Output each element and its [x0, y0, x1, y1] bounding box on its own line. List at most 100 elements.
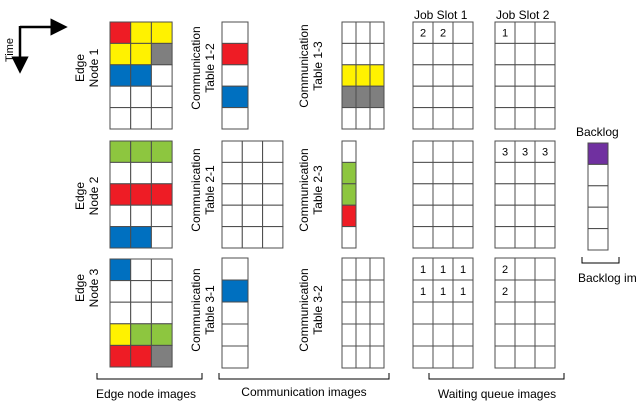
job-slot-1-queue-1-image-cell: [412, 64, 434, 87]
comm-table-3-1-label-line1: Communication: [189, 268, 203, 351]
edge-node-1-image-cell: [150, 42, 173, 66]
comm-table-1-3-image-cell: [355, 64, 371, 87]
job-slot-1-queue-1-image-cell: [412, 85, 434, 109]
comm-table-2-1-image-cell: [241, 183, 264, 206]
job-slot-1-queue-1-image-cell: [432, 85, 454, 109]
backlog-image-cell: [587, 185, 609, 208]
job-slot-2-queue-2-image-cell: [534, 161, 556, 185]
job-slot-1-queue-2-image-cell: [412, 140, 434, 163]
job-slot-1-queue-2-image-cell: [452, 204, 474, 228]
comm-table-3-1-label-line2: Table 3-1: [203, 285, 217, 335]
edge-node-1-image-cell: [130, 42, 152, 66]
edge-node-3-label-line1: Edge: [73, 274, 87, 302]
comm-table-3-2-image-cell: [355, 257, 371, 281]
comm-table-1-3-image-cell: [341, 85, 357, 109]
comm-table-1-3-image-cell: [341, 42, 357, 66]
waiting-queue-images-label: Waiting queue images: [438, 387, 556, 401]
comm-table-3-2-image-cell: [341, 345, 357, 369]
comm-table-2-1-image: [221, 140, 284, 249]
job-slot-1-queue-1-image-cell-value: 2: [440, 28, 446, 40]
edge-node-1-label-line2: Node 1: [87, 48, 101, 87]
comm-table-3-2-image-cell: [355, 323, 371, 347]
edge-node-2-image-cell: [109, 183, 132, 206]
edge-node-1-image-cell: [130, 107, 152, 130]
edge-node-2-image-cell: [109, 140, 132, 163]
comm-table-3-1-image: [221, 257, 249, 369]
job-slot-1-queue-3-image: 1 1 1 1 1 1: [412, 257, 474, 369]
edge-node-3-image: [109, 258, 173, 368]
edge-node-3-image-cell: [109, 280, 132, 303]
job-slot-2-queue-2-image-cell-value: 3: [522, 147, 528, 159]
comm-table-3-2-image-cell: [369, 301, 385, 325]
job-slot-2-queue-2-image-cell: [494, 183, 516, 206]
edge-node-3-image-cell: [150, 258, 173, 282]
backlog-image-label: Backlog image: [578, 271, 637, 285]
job-slot-2-queue-2-image-cell: [494, 161, 516, 185]
comm-table-1-2-image-cell: [221, 85, 249, 109]
comm-table-1-2-image-cell: [221, 107, 249, 130]
communication-images-label: Communication images: [241, 385, 366, 399]
edge-node-1-image-cell: [130, 21, 152, 44]
comm-table-3-2-image-cell: [341, 257, 357, 281]
job-slot-2-queue-3-image-cell-value: 2: [502, 286, 508, 298]
comm-table-3-2-image-cell: [355, 345, 371, 369]
comm-table-2-1-image-cell: [221, 226, 243, 249]
job-slot-1-queue-1-image-cell: [432, 42, 454, 66]
comm-table-3-2-image-cell: [369, 323, 385, 347]
edge-node-3-image-cell: [130, 344, 152, 368]
image-grids: 2 21 1 11 1 113 3 322: [109, 21, 609, 369]
job-slot-1-queue-1-image-cell: [432, 107, 454, 130]
job-slot-2-queue-2-image-cell-value: 3: [502, 147, 508, 159]
job-slot-2-queue-2-image: 3 3 3: [494, 140, 556, 249]
job-slot-2-queue-1-image-cell-value: 1: [502, 28, 508, 40]
comm-table-3-2-image-cell: [369, 279, 385, 303]
job-slot-2-queue-2-image-cell: [534, 204, 556, 228]
backlog-image-cell: [587, 163, 609, 187]
comm-table-1-3-image-cell: [341, 107, 357, 130]
edge-node-3-image-cell: [150, 280, 173, 303]
comm-table-3-2-image-cell: [369, 345, 385, 369]
job-slot-2-queue-1-image-cell: [514, 85, 536, 109]
edge-node-2-image-cell: [150, 226, 173, 249]
job-slot-1-queue-2-image-cell: [452, 226, 474, 249]
edge-node-2-image-cell: [150, 204, 173, 228]
edge-node-images-label: Edge node images: [96, 387, 196, 401]
comm-table-2-3-label-line1: Communication: [297, 148, 311, 231]
job-slot-2-queue-2-image-cell-value: 3: [542, 147, 548, 159]
comm-table-2-1-image-cell: [241, 204, 264, 228]
comm-table-1-2-image: [221, 21, 249, 130]
job-slot-1-queue-3-image-cell-value: 1: [460, 264, 466, 276]
job-slot-1-queue-3-image-cell: [432, 323, 454, 347]
job-slot-1-queue-2-image-cell: [452, 183, 474, 206]
job-slot-1-queue-3-image-cell-value: 1: [420, 264, 426, 276]
job-slot-2-queue-1-image-cell: [514, 21, 536, 44]
job-slot-2-queue-3-image-cell: [514, 301, 536, 325]
comm-table-1-3-image-cell: [369, 107, 385, 130]
job-slot-1-header: Job Slot 1: [414, 8, 468, 22]
job-slot-2-queue-2-image-cell: [514, 226, 536, 249]
edge-node-1-image-cell: [109, 85, 132, 109]
comm-table-2-1-image-cell: [262, 183, 284, 206]
job-slot-1-queue-2-image-cell: [432, 183, 454, 206]
job-slot-2-queue-2-image-cell: [534, 226, 556, 249]
time-label: Time: [4, 38, 16, 62]
edge-node-1-image: [109, 21, 173, 130]
comm-table-3-2-image-cell: [341, 279, 357, 303]
edge-node-3-image-cell: [109, 258, 132, 282]
comm-table-1-3-image-cell: [355, 107, 371, 130]
job-slot-2-queue-3-image-cell: [494, 345, 516, 369]
edge-node-1-image-cell: [130, 64, 152, 87]
backlog-image-cell: [587, 228, 609, 251]
job-slot-2-queue-1-image-cell: [534, 21, 556, 44]
job-slot-1-queue-2-image-cell: [432, 204, 454, 228]
edge-node-1-image-cell: [150, 21, 173, 44]
comm-table-2-1-image-cell: [262, 204, 284, 228]
backlog-image-cell: [587, 142, 609, 165]
comm-table-1-2-label-line1: Communication: [189, 26, 203, 109]
job-slot-2-queue-1-image-cell: [534, 42, 556, 66]
comm-table-2-1-image-cell: [241, 161, 264, 185]
job-slot-1-queue-1-image-cell-value: 2: [420, 28, 426, 40]
job-slot-1-queue-3-image-cell: [412, 323, 434, 347]
comm-table-3-2-image-cell: [341, 301, 357, 325]
